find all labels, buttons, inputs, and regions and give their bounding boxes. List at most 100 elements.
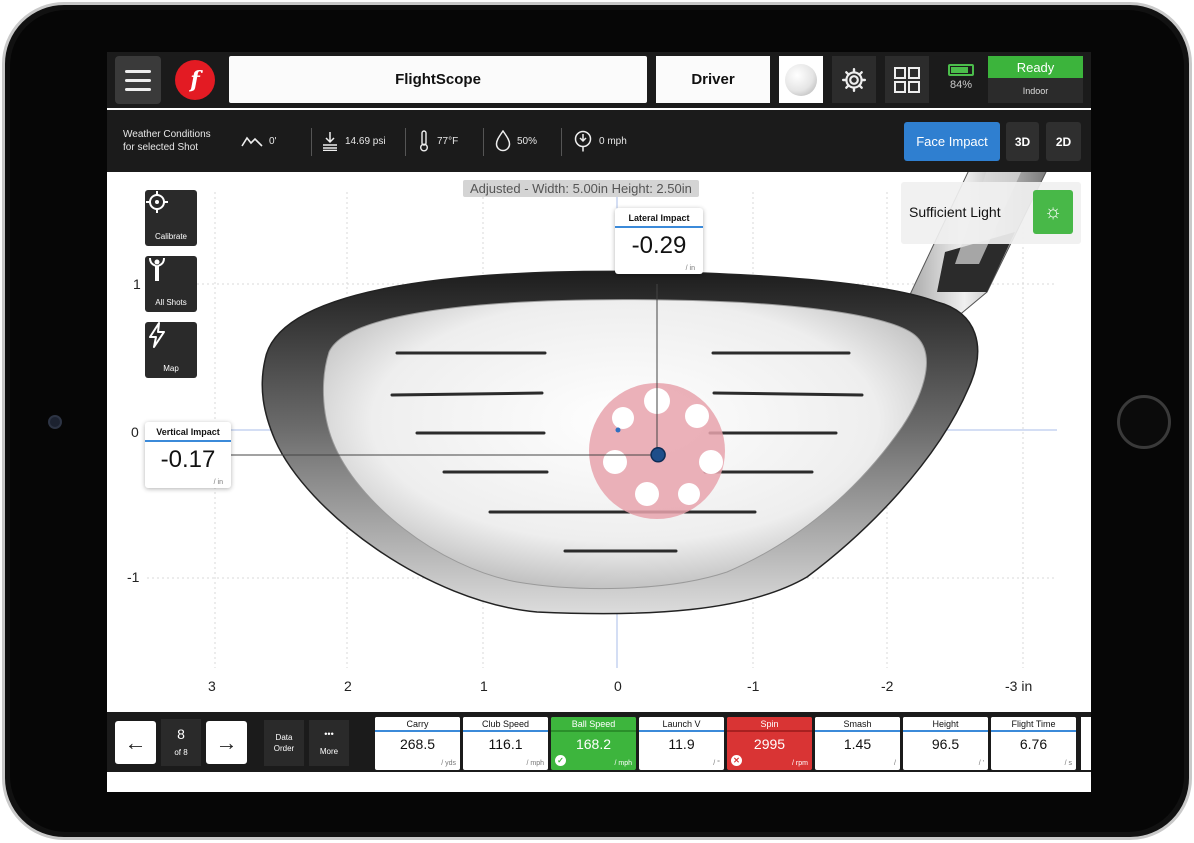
sun-icon[interactable]: ☼ (1033, 190, 1073, 234)
face-impact-tab[interactable]: Face Impact (904, 122, 1000, 161)
golf-ball-icon (785, 63, 817, 96)
arrow-right-icon: → (215, 729, 238, 755)
metric-unit: / rpm (792, 760, 808, 767)
metric-label: Launch V (639, 717, 724, 732)
device-status[interactable]: Ready Indoor (988, 56, 1083, 103)
metric-unit: / ' (978, 760, 984, 767)
metric-value: 268.5 (399, 736, 436, 752)
metric-tile[interactable]: Carry 268.5 / yds (375, 717, 460, 770)
menu-button[interactable] (115, 56, 161, 104)
metric-unit: / ° (713, 760, 720, 767)
ball-selector-button[interactable] (779, 56, 823, 103)
status-mode: Indoor (988, 78, 1083, 103)
shot-data-bar: ← 8 of 8 → Data Order ••• More Carry 268.… (107, 712, 1091, 772)
altitude-icon (241, 136, 263, 147)
face-impact-chart: Adjusted - Width: 5.00in Height: 2.50in … (107, 172, 1091, 712)
x-tick-label: 2 (344, 678, 352, 694)
flightscope-logo: f (175, 60, 215, 100)
check-icon: ✓ (555, 755, 566, 766)
tab-2d[interactable]: 2D (1046, 122, 1081, 161)
metric-tile[interactable]: Spin 2995 / rpm ✕ (727, 717, 812, 770)
metric-tile-overflow[interactable] (1081, 717, 1091, 770)
wind-readout: 0 mph (573, 128, 627, 154)
metric-label: Spin (727, 717, 812, 732)
lateral-impact-unit: / in (685, 265, 695, 272)
home-button[interactable] (1117, 395, 1171, 449)
y-tick-label: 1 (133, 276, 141, 292)
battery-icon (948, 64, 974, 76)
metric-tile[interactable]: Launch V 11.9 / ° (639, 717, 724, 770)
top-bar: f FlightScope Driver 84% Ready (107, 52, 1091, 108)
map-button[interactable]: Map (145, 322, 197, 378)
metric-unit: / mph (614, 760, 632, 767)
metric-unit: / yds (441, 760, 456, 767)
x-tick-label: 1 (480, 678, 488, 694)
more-dots-icon: ••• (324, 729, 334, 739)
metric-tile[interactable]: Flight Time 6.76 / s (991, 717, 1076, 770)
metric-unit: / mph (526, 760, 544, 767)
x-tick-label: -3 in (1005, 678, 1033, 694)
metric-tile[interactable]: Smash 1.45 / (815, 717, 900, 770)
app-screen: f FlightScope Driver 84% Ready (107, 52, 1091, 792)
metric-value: 11.9 (668, 736, 695, 752)
metric-label: Ball Speed (551, 717, 636, 732)
adjusted-dimensions: Adjusted - Width: 5.00in Height: 2.50in (463, 180, 699, 197)
face-groove (390, 391, 544, 397)
shot-number: 8 (177, 726, 185, 742)
shot-counter[interactable]: 8 of 8 (161, 719, 201, 766)
vertical-impact-value: -0.17 (160, 446, 216, 473)
metric-value: 168.2 (575, 736, 612, 752)
status-ready: Ready (988, 56, 1083, 78)
face-groove (712, 391, 864, 397)
pressure-icon (323, 132, 337, 151)
club-selector[interactable]: Driver (656, 56, 770, 103)
more-button[interactable]: ••• More (309, 720, 349, 766)
metric-label: Club Speed (463, 717, 548, 732)
vertical-impact-label: Vertical Impact (145, 422, 231, 442)
shot-total: of 8 (174, 748, 188, 757)
metric-tile[interactable]: Club Speed 116.1 / mph (463, 717, 548, 770)
metric-value: 1.45 (843, 736, 872, 752)
metric-label: Smash (815, 717, 900, 732)
all-shots-button[interactable]: All Shots (145, 256, 197, 312)
metric-value: 2995 (753, 736, 786, 752)
temperature-readout: 77°F (417, 128, 458, 154)
layout-button[interactable] (885, 56, 929, 103)
x-tick-label: -1 (747, 678, 760, 694)
y-tick-label: 0 (131, 424, 139, 440)
face-grooves (390, 351, 864, 553)
light-status-label: Sufficient Light (909, 204, 1001, 220)
humidity-readout: 50% (495, 128, 537, 154)
settings-button[interactable] (832, 56, 876, 103)
light-status-panel: Sufficient Light ☼ (901, 182, 1081, 244)
metric-value: 116.1 (488, 736, 523, 752)
calibrate-button[interactable]: Calibrate (145, 190, 197, 246)
grid-icon (894, 66, 920, 93)
app-title[interactable]: FlightScope (229, 56, 647, 103)
x-tick-label: 3 (208, 678, 216, 694)
metric-tile[interactable]: Height 96.5 / ' (903, 717, 988, 770)
center-marker (615, 427, 621, 433)
previous-shot-button[interactable]: ← (115, 721, 156, 764)
gear-icon (841, 67, 867, 92)
tab-3d[interactable]: 3D (1006, 122, 1039, 161)
data-order-button[interactable]: Data Order (264, 720, 304, 766)
metric-label: Flight Time (991, 717, 1076, 732)
lightning-icon (149, 322, 165, 348)
wind-icon (574, 130, 592, 152)
y-tick-label: -1 (127, 569, 140, 585)
metric-tile[interactable]: Ball Speed 168.2 / mph ✓ (551, 717, 636, 770)
vertical-impact-card: Vertical Impact -0.17 / in (145, 422, 231, 488)
lateral-impact-card: Lateral Impact -0.29 / in (615, 208, 703, 274)
pressure-readout: 14.69 psi (321, 128, 386, 154)
weather-bar: Weather Conditions for selected Shot 0' … (107, 110, 1091, 172)
next-shot-button[interactable]: → (206, 721, 247, 764)
x-tick-label: -2 (881, 678, 894, 694)
golf-tee-icon (149, 257, 165, 281)
impact-point[interactable] (650, 447, 666, 463)
metric-value: 96.5 (931, 736, 960, 752)
arrow-left-icon: ← (124, 729, 147, 755)
lateral-impact-label: Lateral Impact (615, 208, 703, 228)
crosshair-icon (146, 191, 168, 213)
hamburger-icon (125, 69, 151, 73)
